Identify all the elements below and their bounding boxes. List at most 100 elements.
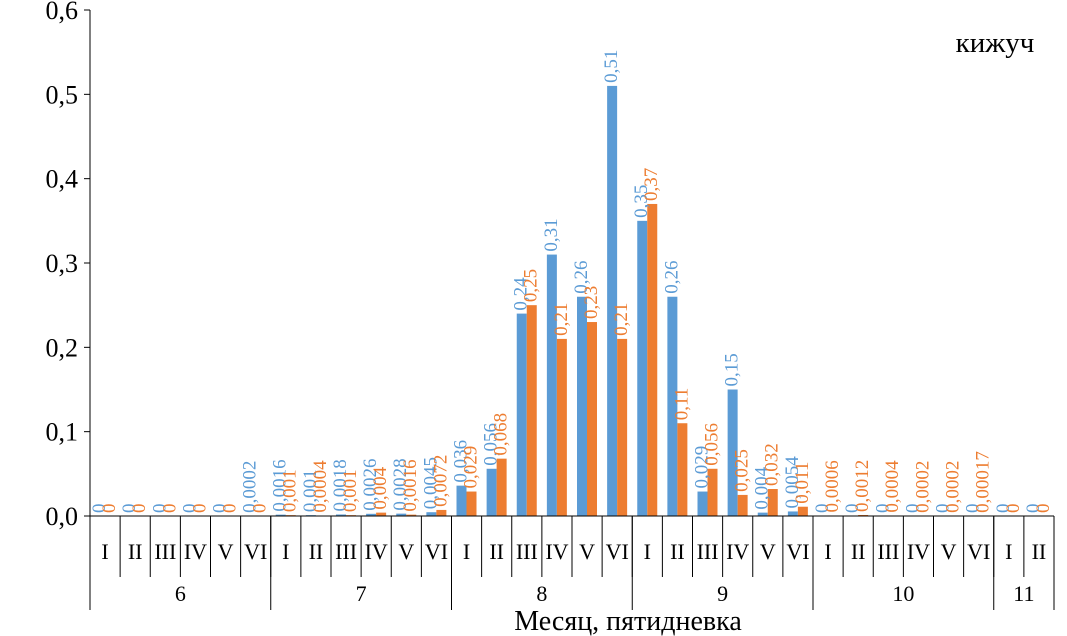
x-category-label: VI	[425, 539, 448, 564]
bar	[486, 468, 497, 516]
bar	[466, 491, 477, 516]
data-label: 0,0016	[400, 459, 421, 511]
data-label: 0	[1023, 504, 1044, 514]
data-label: 0,0004	[882, 460, 903, 513]
x-category-label: II	[670, 539, 685, 564]
data-label: 0	[842, 504, 863, 514]
x-category-label: III	[516, 539, 538, 564]
x-category-label: VI	[606, 539, 629, 564]
data-label: 0	[99, 504, 120, 514]
x-category-label: II	[851, 539, 866, 564]
x-category-label: V	[398, 539, 414, 564]
x-category-label: VI	[244, 539, 267, 564]
data-label: 0,0018	[330, 459, 351, 511]
x-group-label: 10	[892, 581, 914, 606]
bar	[787, 511, 798, 516]
data-label: 0	[220, 504, 241, 514]
x-category-label: II	[128, 539, 143, 564]
bar	[526, 305, 537, 516]
data-label: 0,004	[370, 466, 391, 509]
bar	[637, 220, 648, 517]
x-category-label: II	[489, 539, 504, 564]
data-label: 0,0072	[430, 455, 451, 507]
data-label: 0,0004	[310, 460, 331, 513]
data-label: 0	[210, 504, 231, 514]
x-category-label: I	[101, 539, 108, 564]
data-label: 0	[963, 504, 984, 514]
data-label: 0,0002	[912, 461, 933, 513]
bar	[376, 512, 387, 516]
x-category-label: V	[218, 539, 234, 564]
bar	[426, 512, 437, 516]
x-category-label: I	[644, 539, 651, 564]
x-category-label: IV	[726, 539, 749, 564]
data-label: 0	[1033, 504, 1054, 514]
data-label: 0	[902, 504, 923, 514]
x-axis-title: Месяц, пятидневка	[514, 606, 742, 636]
x-category-label: VI	[786, 539, 809, 564]
chart-title: кижуч	[956, 27, 1035, 59]
bar	[858, 514, 869, 516]
data-label: 0,15	[722, 353, 743, 386]
bar	[797, 506, 808, 516]
x-group-label: 9	[717, 581, 728, 606]
x-category-label: I	[1005, 539, 1012, 564]
bar	[556, 338, 567, 516]
data-label: 0,068	[491, 413, 512, 456]
x-category-label: III	[335, 539, 357, 564]
data-label: 0	[812, 504, 833, 514]
y-axis: 0,0 0,1 0,2 0,3 0,4 0,5 0,6	[46, 0, 91, 531]
data-label: 0	[179, 504, 200, 514]
bar	[587, 322, 597, 516]
x-category-label: III	[697, 539, 719, 564]
data-label: 0	[149, 504, 170, 514]
bar	[546, 254, 557, 517]
data-label: 0	[119, 504, 140, 514]
x-group-label: 8	[536, 581, 547, 606]
x-category-label: V	[760, 539, 776, 564]
x-category-label: II	[309, 539, 324, 564]
data-label: 0	[159, 504, 180, 514]
data-label: 0,26	[661, 260, 682, 293]
data-label: 0,24	[511, 277, 532, 311]
data-label: 0,51	[601, 50, 622, 83]
y-tick-label: 0,6	[46, 0, 79, 25]
bar	[516, 313, 527, 516]
x-category-label: V	[579, 539, 595, 564]
data-label: 0,0045	[420, 457, 441, 509]
bar	[456, 485, 467, 516]
bar	[757, 512, 768, 516]
x-category-label: II	[1032, 539, 1047, 564]
data-label: 0,0028	[390, 458, 411, 510]
data-label: 0,001	[280, 469, 301, 512]
bar	[697, 491, 708, 516]
data-label: 0,25	[521, 269, 542, 302]
data-label: 0,025	[732, 449, 753, 492]
data-label: 0	[933, 504, 954, 514]
bar	[647, 203, 658, 516]
data-label: 0,0054	[782, 456, 803, 509]
data-label: 0,001	[300, 469, 321, 512]
bar	[607, 85, 618, 517]
data-label: 0,056	[702, 423, 723, 466]
y-tick-label: 0,5	[46, 80, 79, 109]
data-label: 0,37	[641, 168, 662, 201]
bar	[677, 423, 688, 516]
data-label: 0,11	[671, 388, 692, 421]
bar	[767, 489, 778, 516]
data-label: 0,0016	[270, 459, 291, 511]
bar	[496, 458, 507, 516]
y-tick-label: 0,0	[46, 502, 79, 531]
bar	[275, 514, 286, 516]
data-label: 0,029	[692, 446, 713, 489]
bars	[245, 85, 989, 517]
bar	[336, 514, 346, 516]
data-label: 0	[993, 504, 1014, 514]
data-label: 0	[129, 504, 150, 514]
x-category-label: IV	[545, 539, 568, 564]
x-group-label: 6	[175, 581, 186, 606]
data-label: 0,029	[461, 446, 482, 489]
data-label: 0,23	[581, 286, 602, 319]
x-category-label: IV	[184, 539, 207, 564]
